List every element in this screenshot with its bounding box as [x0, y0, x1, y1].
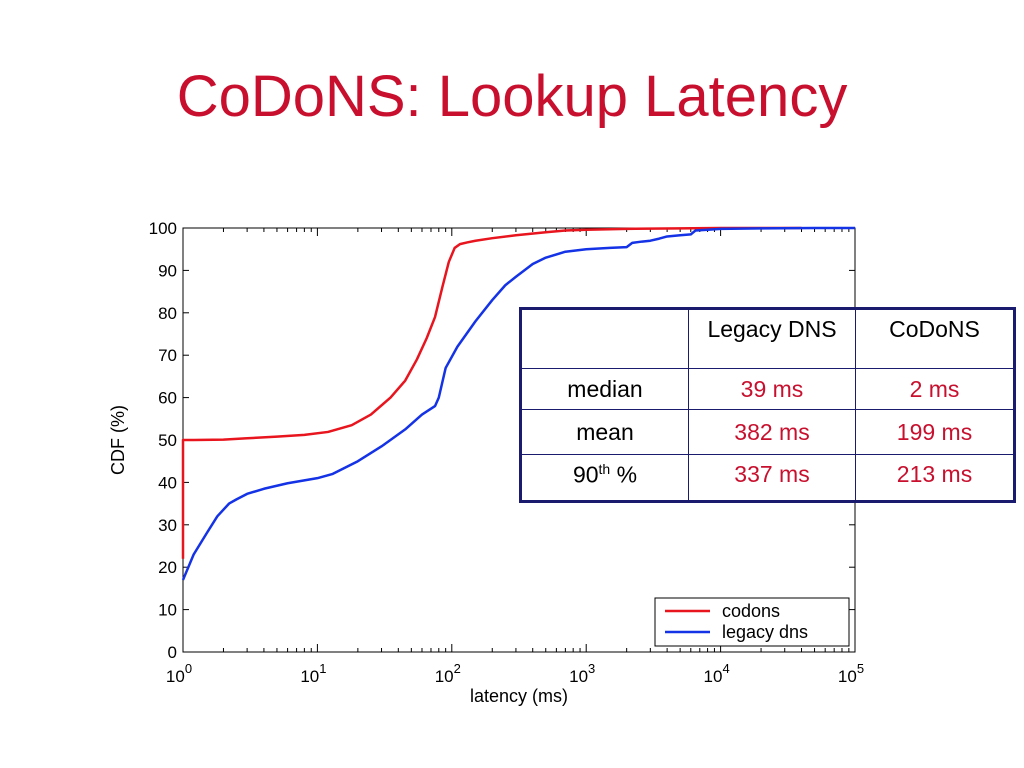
y-tick-label: 0: [168, 643, 177, 662]
legacy-dns-value: 39 ms: [688, 368, 856, 410]
y-tick-label: 10: [158, 601, 177, 620]
y-tick-label: 50: [158, 431, 177, 450]
latency-stats-table: Legacy DNS CoDoNS median 39 ms 2 ms mean…: [519, 307, 1016, 503]
legend-box: [654, 597, 850, 647]
y-tick-label: 90: [158, 261, 177, 280]
legacy-dns-value: 382 ms: [688, 409, 856, 455]
series-line-legacy-dns: [181, 226, 855, 581]
x-tick-label: 105: [838, 661, 864, 686]
table-header-legacy-dns: Legacy DNS: [688, 308, 856, 369]
table-header-cell: [520, 308, 689, 369]
table-row: mean 382 ms 199 ms: [520, 409, 1015, 455]
x-axis-ticks: 100 101 102 103 104 105: [166, 228, 864, 686]
y-tick-label: 20: [158, 558, 177, 577]
x-tick-label: 103: [569, 661, 595, 686]
y-axis-title: CDF (%): [108, 405, 128, 475]
y-tick-label: 80: [158, 304, 177, 323]
legend-label-legacy-dns: legacy dns: [722, 622, 808, 642]
series-lines: [181, 226, 855, 581]
x-axis-title: latency (ms): [470, 686, 568, 706]
table-row: 90th % 337 ms 213 ms: [520, 454, 1015, 502]
row-label-suffix: %: [610, 461, 638, 488]
y-tick-label: 60: [158, 389, 177, 408]
legacy-dns-value: 337 ms: [688, 454, 856, 502]
x-tick-label: 100: [166, 661, 192, 686]
codons-value: 199 ms: [855, 409, 1015, 455]
codons-value: 2 ms: [855, 368, 1015, 410]
x-tick-label: 101: [300, 661, 326, 686]
table-row: median 39 ms 2 ms: [520, 368, 1015, 410]
slide-title: CoDoNS: Lookup Latency: [176, 64, 848, 129]
series-line-codons: [181, 226, 802, 559]
codons-value: 213 ms: [855, 454, 1015, 502]
row-label: 90th %: [520, 454, 689, 502]
row-label-number: 90: [572, 461, 599, 488]
table-header-row: Legacy DNS CoDoNS: [520, 308, 1015, 369]
y-tick-label: 30: [158, 516, 177, 535]
row-label-superscript: th: [598, 461, 611, 477]
y-tick-label: 40: [158, 473, 177, 492]
table-header-codons: CoDoNS: [855, 308, 1015, 369]
y-tick-label: 70: [158, 346, 177, 365]
legend: codons legacy dns: [654, 597, 850, 647]
x-tick-label: 102: [435, 661, 461, 686]
row-label: median: [520, 368, 689, 410]
row-label: mean: [520, 409, 689, 455]
x-tick-label: 104: [704, 661, 730, 686]
legend-label-codons: codons: [722, 601, 780, 621]
y-tick-label: 100: [149, 219, 177, 238]
